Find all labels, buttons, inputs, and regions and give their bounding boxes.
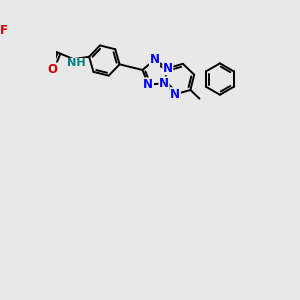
Text: N: N (149, 53, 160, 66)
Text: O: O (47, 63, 57, 76)
Text: N: N (159, 77, 169, 90)
Text: N: N (143, 78, 153, 91)
Text: N: N (170, 88, 180, 101)
Text: N: N (163, 62, 173, 75)
Text: F: F (0, 24, 8, 37)
Text: NH: NH (67, 58, 86, 68)
